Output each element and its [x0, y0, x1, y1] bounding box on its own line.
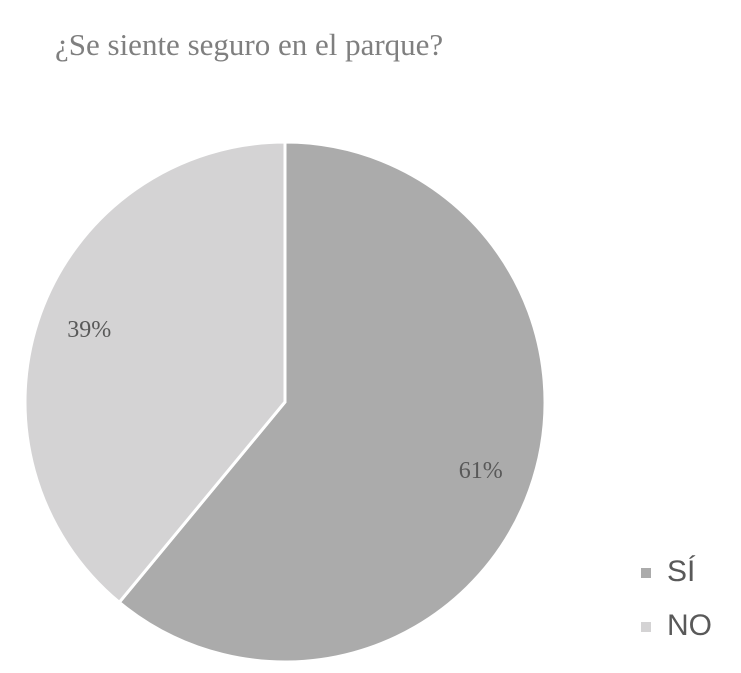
chart-title: ¿Se siente seguro en el parque?: [55, 27, 443, 62]
pie-slice: [117, 140, 547, 664]
legend-marker: [641, 622, 651, 632]
pie-slice: [23, 140, 287, 605]
legend-label: SÍ: [667, 555, 696, 588]
data-label: 61%: [459, 458, 503, 484]
legend-label: NO: [667, 609, 712, 642]
legend-marker: [641, 568, 651, 578]
data-label: 39%: [67, 317, 111, 343]
